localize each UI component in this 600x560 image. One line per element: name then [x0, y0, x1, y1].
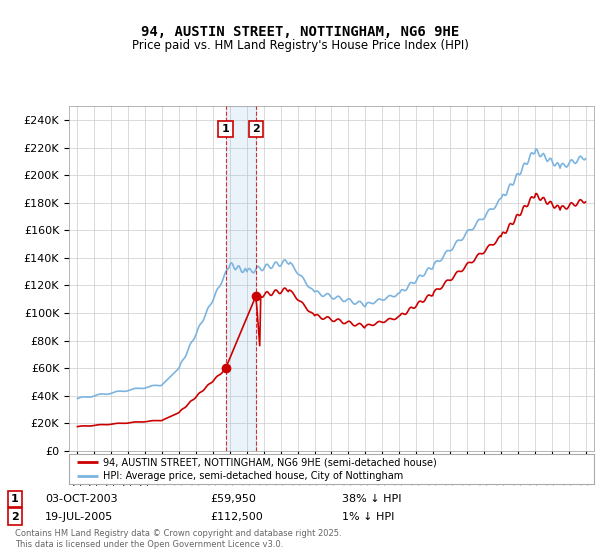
Bar — [226, 106, 256, 451]
Text: 94, AUSTIN STREET, NOTTINGHAM, NG6 9HE (semi-detached house): 94, AUSTIN STREET, NOTTINGHAM, NG6 9HE (… — [103, 457, 437, 467]
Text: Contains HM Land Registry data © Crown copyright and database right 2025.
This d: Contains HM Land Registry data © Crown c… — [15, 529, 341, 549]
Text: Price paid vs. HM Land Registry's House Price Index (HPI): Price paid vs. HM Land Registry's House … — [131, 39, 469, 53]
Text: 1% ↓ HPI: 1% ↓ HPI — [342, 512, 394, 521]
Text: £59,950: £59,950 — [210, 494, 256, 504]
Text: 03-OCT-2003: 03-OCT-2003 — [45, 494, 118, 504]
Text: 1: 1 — [222, 124, 230, 134]
Text: £112,500: £112,500 — [210, 512, 263, 521]
Text: 94, AUSTIN STREET, NOTTINGHAM, NG6 9HE: 94, AUSTIN STREET, NOTTINGHAM, NG6 9HE — [141, 25, 459, 39]
Text: 2: 2 — [252, 124, 260, 134]
Text: HPI: Average price, semi-detached house, City of Nottingham: HPI: Average price, semi-detached house,… — [103, 471, 403, 481]
Text: 38% ↓ HPI: 38% ↓ HPI — [342, 494, 401, 504]
Text: 2: 2 — [11, 512, 19, 521]
Text: 19-JUL-2005: 19-JUL-2005 — [45, 512, 113, 521]
Text: 1: 1 — [11, 494, 19, 504]
